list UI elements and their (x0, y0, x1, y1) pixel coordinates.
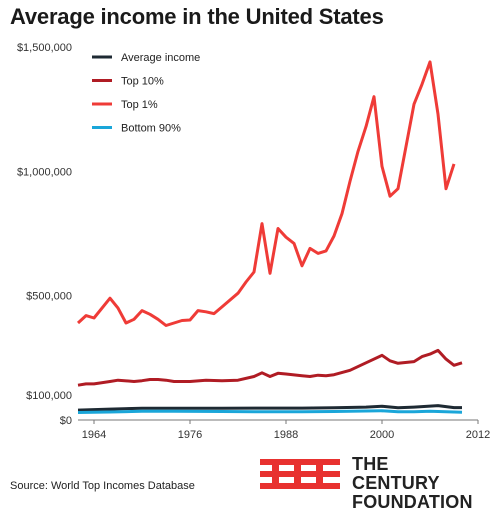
y-tick-label: $1,000,000 (17, 166, 72, 178)
legend-label-bottom-90: Bottom 90% (121, 123, 181, 135)
series-lines (76, 60, 463, 414)
legend-label-top-1: Top 1% (121, 99, 158, 111)
century-foundation-logo: THE CENTURY FOUNDATION (260, 455, 480, 512)
series-line-average-income (77, 404, 462, 412)
brand-name: THE CENTURY FOUNDATION (352, 455, 480, 512)
y-tick-label: $100,000 (26, 390, 72, 402)
y-tick-label: $0 (60, 415, 72, 427)
brand-line-1: THE CENTURY (352, 454, 440, 493)
source-note: Source: World Top Incomes Database (10, 480, 195, 492)
series-line-bottom-90 (77, 409, 463, 414)
y-tick-label: $1,500,000 (17, 42, 72, 54)
chart-title: Average income in the United States (10, 4, 384, 29)
chart-legend: Average income Top 10% Top 1% Bottom 90% (92, 52, 200, 135)
brand-mark-icon (260, 459, 340, 489)
x-tick-label: 1988 (274, 429, 298, 441)
line-chart: 1964 1976 1988 2000 2012 $0 $100,000 $500,000 $1… (17, 42, 490, 441)
brand-line-2: FOUNDATION (352, 492, 473, 512)
x-tick-label: 2000 (370, 429, 394, 441)
x-tick-label: 1964 (82, 429, 106, 441)
x-tick-label: 1976 (178, 429, 202, 441)
legend-label-top-10: Top 10% (121, 76, 164, 88)
chart-axes: 1964 1976 1988 2000 2012 $0 $100,000 $500,000 $1… (17, 42, 490, 441)
series-line-top-1 (76, 60, 456, 327)
series-line-top-10 (77, 348, 463, 387)
y-tick-label: $500,000 (26, 291, 72, 303)
x-tick-label: 2012 (466, 429, 490, 441)
legend-label-average-income: Average income (121, 52, 200, 64)
